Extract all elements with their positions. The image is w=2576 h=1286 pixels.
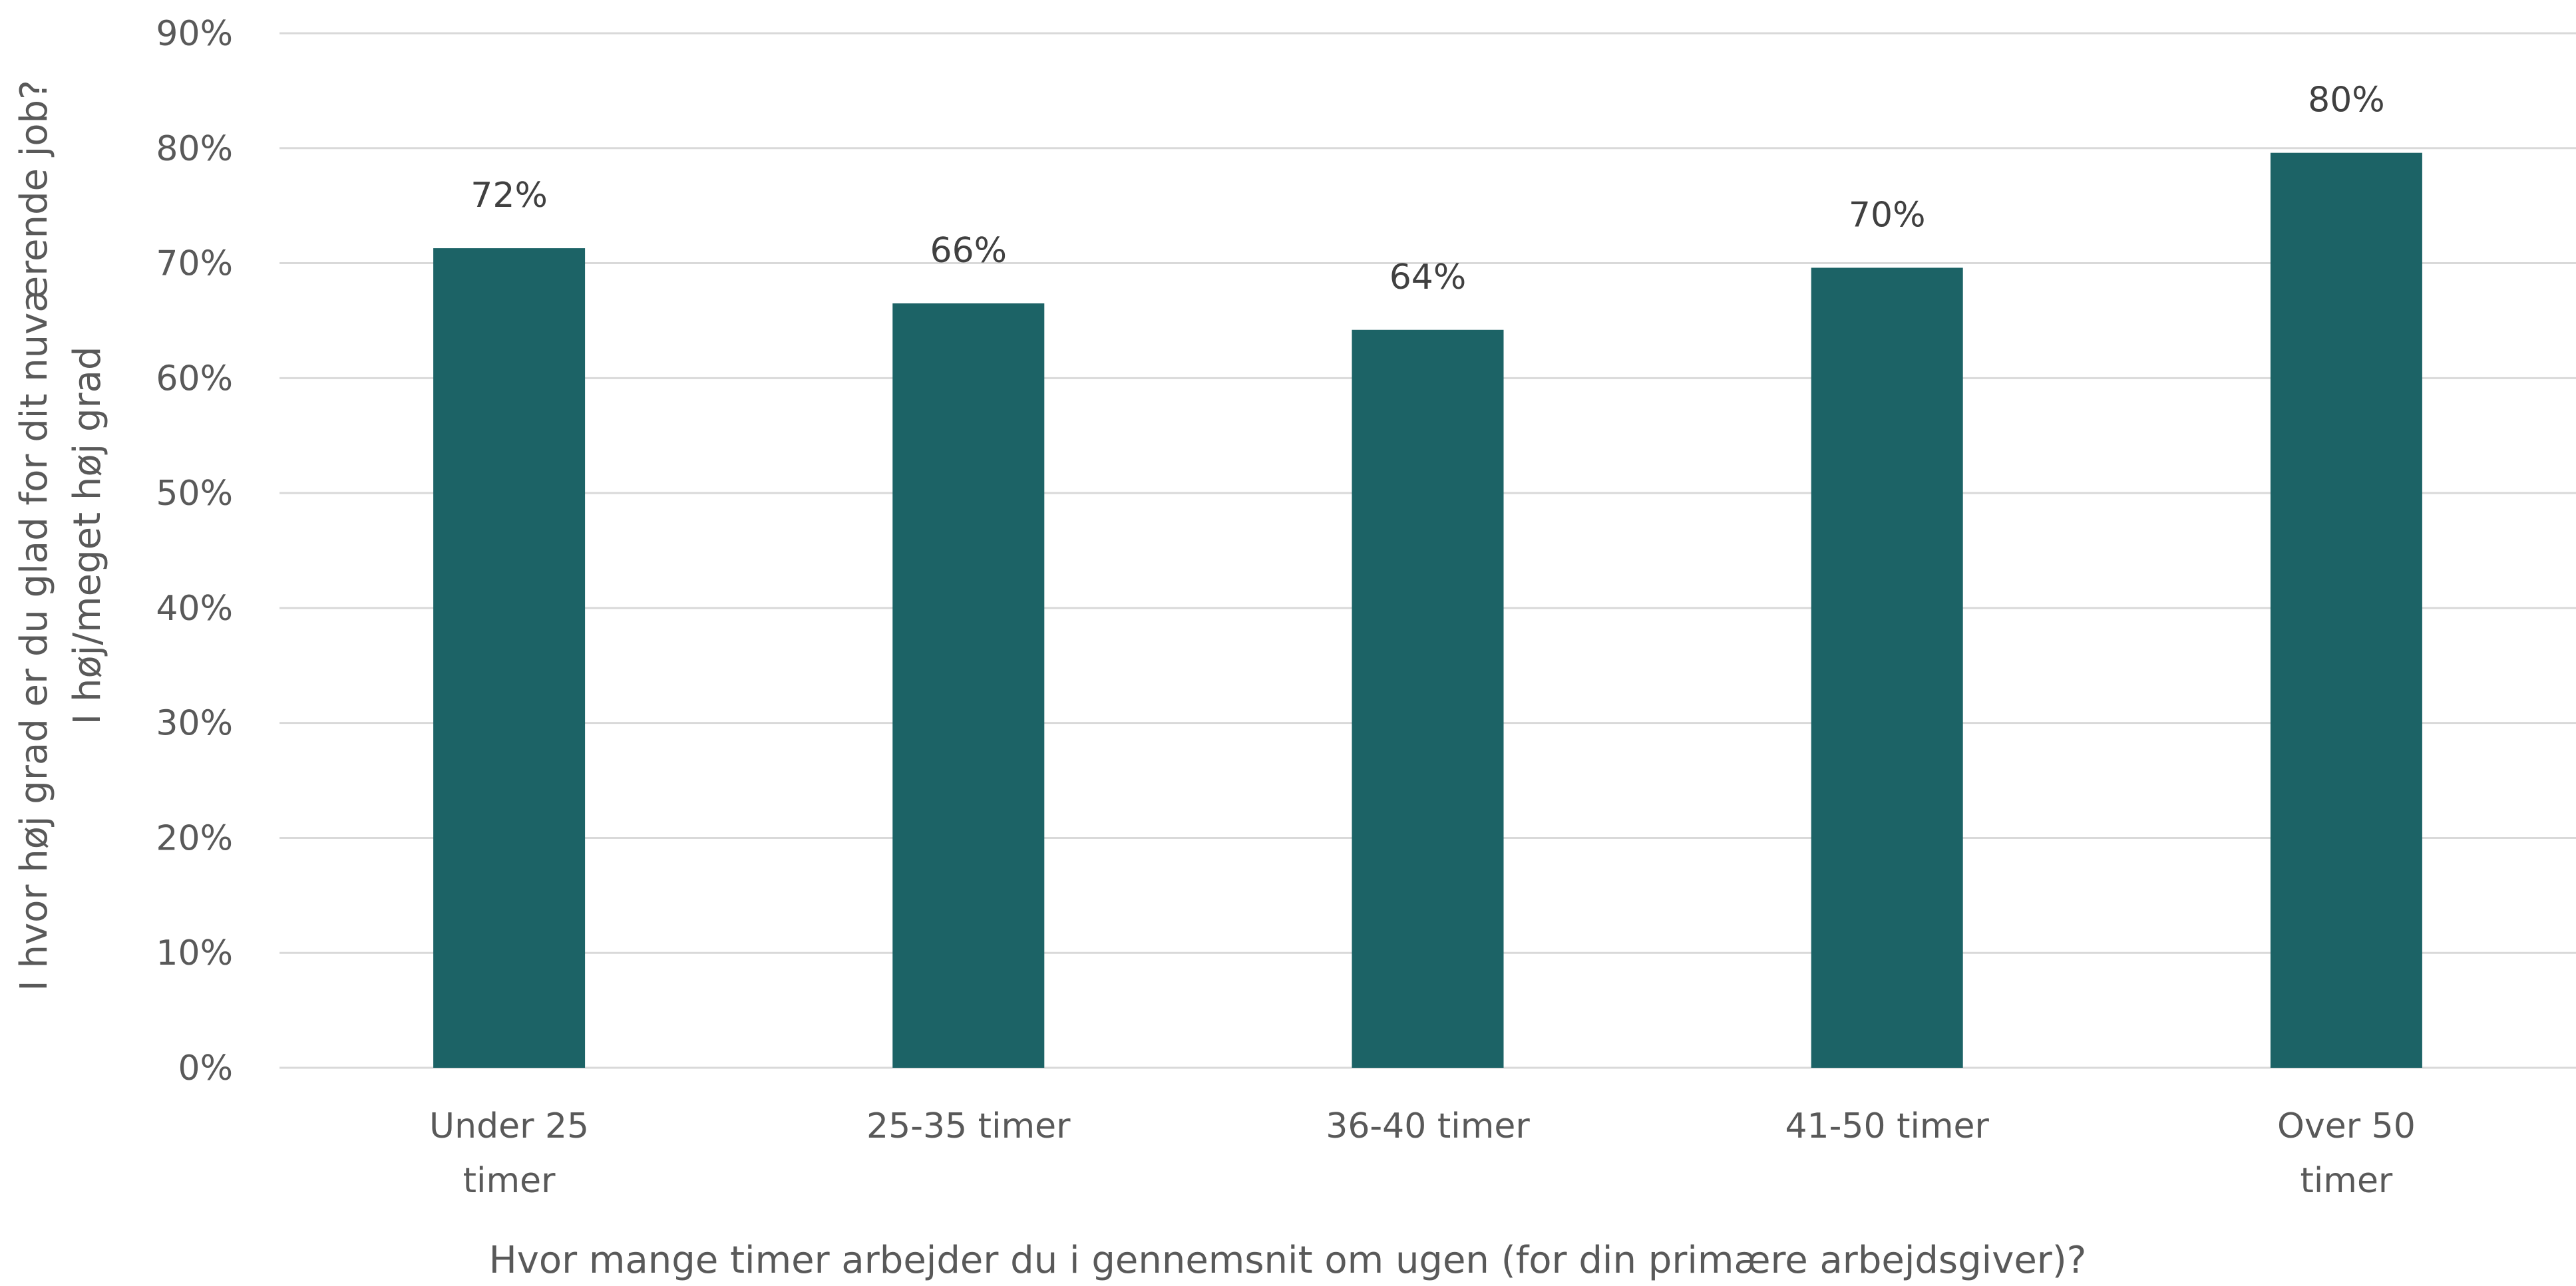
bars [433, 152, 2422, 1068]
x-axis-title: Hvor mange timer arbejder du i gennemsni… [489, 1239, 2087, 1282]
x-tick-label: 25-35 timer [866, 1106, 1071, 1146]
bar [892, 303, 1045, 1068]
bar [2270, 152, 2422, 1068]
x-tick-label: timer [463, 1161, 556, 1201]
data-label: 66% [930, 231, 1008, 271]
bar [433, 248, 586, 1068]
y-tick-label: 50% [156, 474, 233, 514]
data-label: 80% [2308, 80, 2385, 120]
y-axis-title-line: I hvor høj grad er du glad for dit nuvær… [13, 80, 56, 991]
y-tick-label: 10% [156, 933, 233, 973]
data-label: 70% [1849, 195, 1926, 235]
x-tick-label: Under 25 [429, 1106, 589, 1146]
y-axis-title: I hvor høj grad er du glad for dit nuvær… [13, 80, 109, 991]
y-tick-label: 30% [156, 704, 233, 744]
x-tick-label: timer [2300, 1161, 2392, 1201]
bar [1352, 329, 1504, 1068]
y-tick-label: 70% [156, 244, 233, 284]
y-axis-ticks: 0% 10% 20% 30% 40% 50% 60% 70% 80% 90% [156, 14, 233, 1088]
bar [1811, 267, 1963, 1068]
x-axis-ticks: Under 25 timer 25-35 timer 36-40 timer 41-50… [429, 1106, 2416, 1201]
y-tick-label: 20% [156, 818, 233, 858]
y-tick-label: 60% [156, 359, 233, 399]
data-label: 64% [1389, 257, 1467, 297]
y-axis-title-line: I høj/meget høj grad [66, 347, 109, 725]
data-labels: 72% 66% 64% 70% 80% [470, 80, 2384, 297]
y-tick-label: 80% [156, 129, 233, 169]
data-label: 72% [470, 176, 548, 216]
x-tick-label: 36-40 timer [1326, 1106, 1530, 1146]
y-tick-label: 90% [156, 14, 233, 54]
y-tick-label: 0% [178, 1048, 234, 1088]
x-tick-label: 41-50 timer [1785, 1106, 1989, 1146]
x-tick-label: Over 50 [2277, 1106, 2416, 1146]
y-tick-label: 40% [156, 589, 233, 629]
